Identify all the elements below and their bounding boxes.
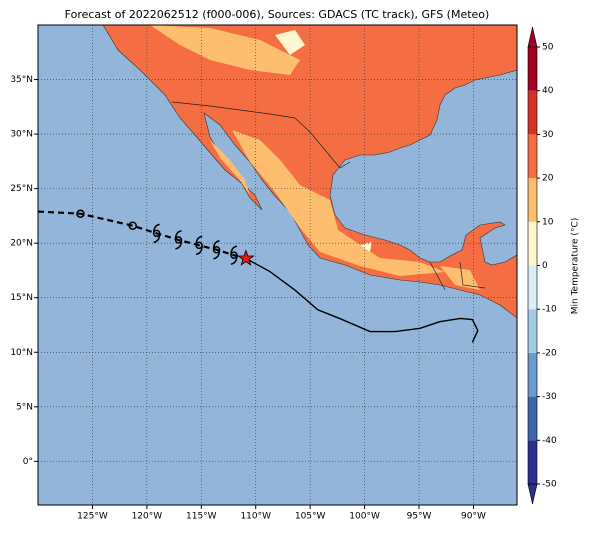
colorbar-segment [528,309,537,353]
chart-title: Forecast of 2022062512 (f000-006), Sourc… [65,8,490,21]
colorbar-tick-label: 30 [542,130,554,140]
storm-position [237,249,255,266]
colorbar: -50 -40 -30 -20 -10 0 10 20 30 40 50 [527,26,557,505]
colorbar-segment [528,90,537,135]
x-tick-label: 90°W [461,512,486,522]
track-point [76,209,85,218]
colorbar-tick-label: -30 [542,392,557,402]
colorbar-segment [528,265,537,310]
y-tick-label: 0° [23,457,33,467]
tracks [37,209,479,343]
colorbar-tick-label: 10 [542,217,554,227]
x-tick-label: 100°W [349,512,380,522]
x-tick-label: 105°W [295,512,326,522]
colorbar-segment [528,440,537,484]
ticks: 125°W 120°W 115°W 110°W 105°W 100°W 95°W 90°W 0°… [10,75,486,521]
colorbar-tick-label: 0 [542,261,548,271]
border [171,101,486,291]
coast-track-line [245,257,479,343]
warm-zone [150,25,480,290]
axes-frame [37,24,518,506]
colorbar-tick-label: -10 [542,305,557,315]
track-point [128,221,137,230]
colorbar-tick-label: 20 [542,174,554,184]
hurricane-symbol [212,239,221,260]
colorbar-segment [528,396,537,441]
y-tick-label: 35°N [10,75,33,85]
colorbar-tick-label: 40 [542,86,554,96]
x-tick-label: 95°W [407,512,432,522]
colorbar-label: Min Temperature (°C) [571,218,581,315]
colorbar-segment [528,47,537,91]
land [102,25,517,319]
y-tick-label: 15°N [10,293,33,303]
colorbar-extend [527,26,538,48]
grid [38,25,517,505]
colorbar-segment [528,221,537,266]
y-tick-label: 30°N [10,130,33,140]
colorbar-segment [528,352,537,397]
y-tick-label: 10°N [10,348,33,358]
colorbar-tick-label: -20 [542,348,557,358]
x-tick-label: 115°W [186,512,217,522]
colorbar-tick-label: -50 [542,480,557,490]
hurricane-symbol [152,223,161,244]
hurricane-symbol [174,230,183,250]
y-tick-label: 5°N [16,402,33,412]
x-tick-label: 120°W [132,512,163,522]
x-tick-label: 125°W [77,512,108,522]
colorbar-tick-label: -40 [542,436,557,446]
colorbar-extend [527,483,538,505]
colorbar-segment [528,134,537,179]
y-tick-label: 25°N [10,184,33,194]
hurricane-symbol [195,235,203,256]
colorbar-segment [528,178,537,222]
y-tick-label: 20°N [10,239,33,249]
hurricane-symbol [230,245,238,265]
forecast-track-line [37,210,247,260]
colorbar-tick-label: 50 [542,43,554,53]
x-tick-label: 110°W [240,512,271,522]
